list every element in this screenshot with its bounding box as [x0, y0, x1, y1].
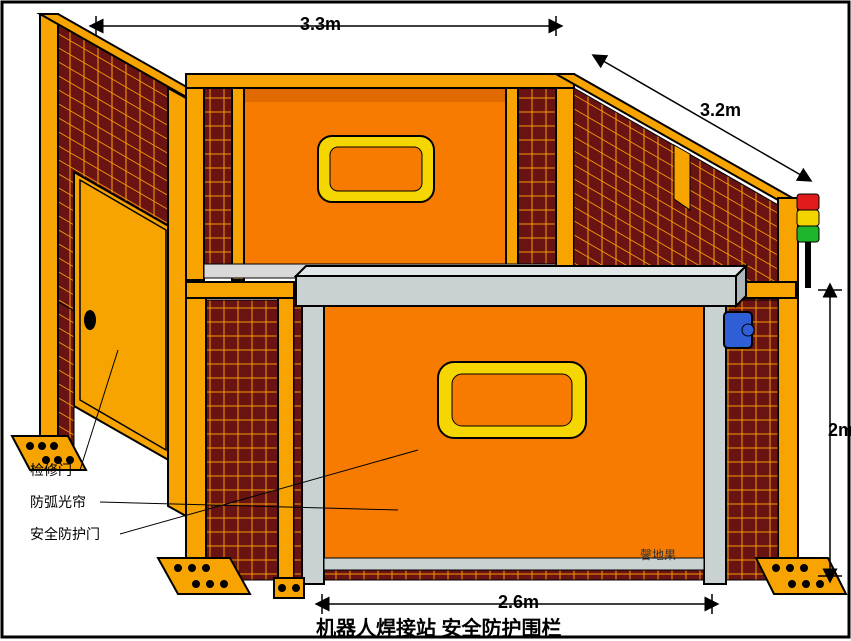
dim-door-width: 2.6m [498, 592, 539, 613]
watermark: 馨地果 [640, 546, 676, 563]
door-handle [84, 310, 96, 330]
back-wall [186, 74, 574, 280]
diagram-svg [0, 0, 851, 639]
label-safety-door: 安全防护门 [30, 524, 100, 544]
label-arc-curtain: 防弧光帘 [30, 492, 86, 512]
diagram-stage: 3.3m 3.2m 2m 2.6m 检修门 防弧光帘 安全防护门 馨地果 机器人… [0, 0, 851, 639]
dim-height: 2m [828, 420, 851, 441]
post-left-back [40, 14, 58, 444]
diagram-title: 机器人焊接站 安全防护围栏 [316, 612, 562, 641]
dim-side-depth: 3.2m [700, 100, 741, 121]
post-right-front [778, 198, 798, 584]
label-service-door: 检修门 [30, 460, 72, 480]
dim-back-width: 3.3m [300, 14, 341, 35]
safety-door-assembly [296, 266, 754, 584]
